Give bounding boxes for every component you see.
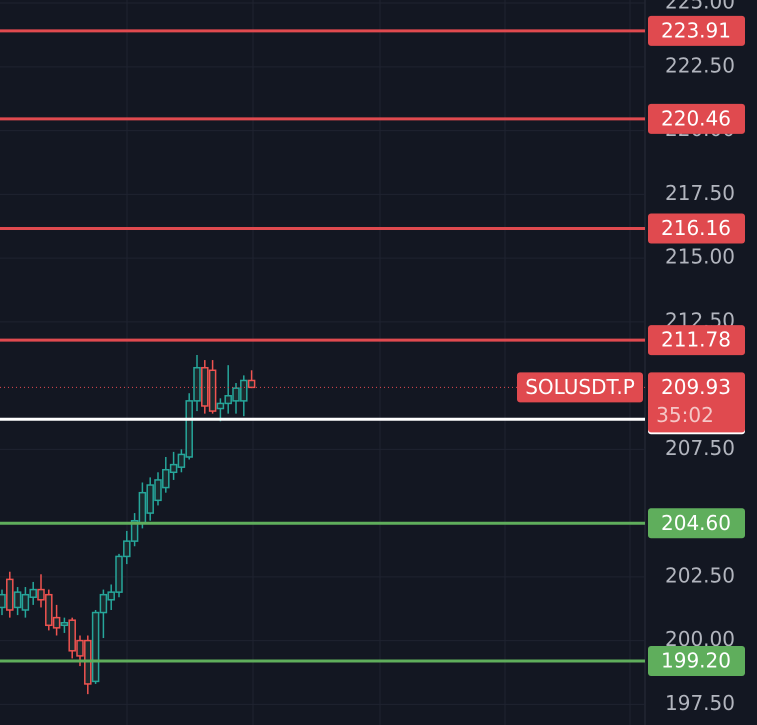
level-tag	[648, 508, 745, 539]
candle-body	[240, 379, 248, 402]
last-price-label: 209.93	[661, 375, 731, 399]
y-tick-label: 222.50	[665, 53, 735, 77]
candle-body	[130, 519, 139, 542]
candle-body	[45, 593, 53, 627]
level-label: 204.60	[661, 511, 731, 535]
candle-body	[0, 593, 6, 609]
candle-body	[247, 379, 256, 389]
level-label: 216.16	[661, 216, 731, 240]
y-tick-label: 217.50	[665, 181, 735, 205]
y-tick-label: 225.00	[665, 0, 735, 14]
y-tick-label: 202.50	[665, 563, 735, 587]
level-tag	[648, 103, 745, 134]
candle-body	[162, 468, 170, 489]
candle-body	[99, 593, 108, 614]
candle-body	[13, 591, 22, 609]
candle-body	[37, 588, 45, 601]
candle-body	[154, 479, 162, 502]
level-label: 211.78	[661, 328, 731, 352]
candle-body	[52, 616, 61, 629]
candle-body	[21, 593, 30, 611]
symbol-tag	[517, 372, 643, 403]
candle-body	[232, 387, 240, 402]
candle-body	[224, 395, 232, 405]
candle-body	[193, 366, 201, 402]
candle-body	[185, 400, 193, 458]
level-label: 223.91	[661, 18, 731, 42]
y-tick-label: 215.00	[665, 245, 735, 269]
level-tag	[648, 645, 745, 676]
level-tag	[648, 325, 745, 356]
candle-body	[208, 369, 217, 412]
candle-body	[216, 402, 225, 410]
countdown-label: 35:02	[656, 403, 714, 427]
candle-body	[123, 540, 131, 558]
candle-body	[146, 484, 154, 514]
candle-body	[68, 619, 76, 652]
candle-body	[115, 555, 123, 593]
candle-body	[177, 453, 186, 468]
level-tag	[648, 213, 745, 244]
level-label: 199.20	[661, 648, 731, 672]
level-label: 220.46	[661, 106, 731, 130]
candle-body	[107, 591, 115, 601]
candle-body	[201, 366, 209, 407]
last-price-tag	[648, 372, 745, 433]
candle-body	[76, 639, 84, 657]
candle-body	[91, 611, 100, 683]
candle-body	[60, 621, 69, 627]
symbol-label: SOLUSDT.P	[525, 375, 635, 399]
candle-body	[6, 578, 14, 611]
candle-body	[138, 491, 147, 525]
y-tick-label: 207.50	[665, 436, 735, 460]
y-tick-label: 197.50	[665, 691, 735, 715]
candle-body	[29, 588, 37, 598]
level-tag	[648, 15, 745, 46]
candle-body	[169, 463, 178, 474]
